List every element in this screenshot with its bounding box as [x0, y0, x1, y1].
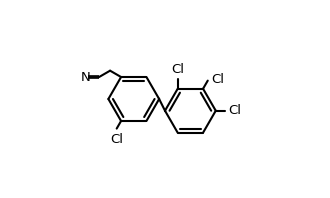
Text: Cl: Cl — [211, 73, 224, 86]
Text: N: N — [81, 70, 91, 84]
Text: Cl: Cl — [229, 104, 242, 117]
Text: Cl: Cl — [110, 133, 123, 146]
Text: Cl: Cl — [171, 63, 184, 76]
